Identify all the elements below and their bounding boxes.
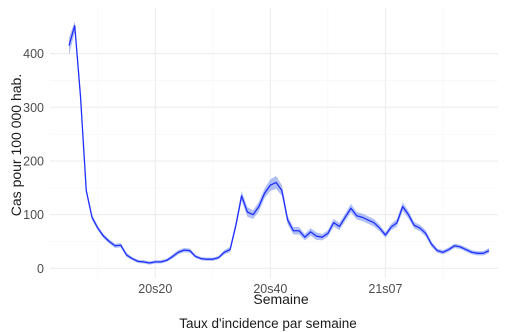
y-tick-label: 200	[23, 154, 44, 168]
data-point	[361, 216, 363, 218]
data-point	[327, 232, 329, 234]
data-point	[488, 249, 490, 251]
data-point	[79, 95, 81, 97]
data-point	[148, 262, 150, 264]
data-point	[292, 230, 294, 232]
confidence-band-layer	[69, 21, 489, 265]
data-point	[85, 189, 87, 191]
data-point	[407, 213, 409, 215]
data-point	[453, 245, 455, 247]
data-point	[154, 261, 156, 263]
y-tick-label: 300	[23, 101, 44, 115]
data-point	[125, 254, 127, 256]
series-line	[68, 25, 490, 264]
data-point	[235, 224, 237, 226]
data-point	[160, 261, 162, 263]
data-point	[183, 249, 185, 251]
data-point	[344, 216, 346, 218]
data-point	[315, 235, 317, 237]
data-point	[189, 249, 191, 251]
data-point	[229, 248, 231, 250]
data-point	[425, 232, 427, 234]
data-point	[171, 255, 173, 257]
y-axis-tick-labels: 0 100 200 300 400	[23, 47, 44, 276]
data-point	[97, 227, 99, 229]
data-point	[482, 252, 484, 254]
grid-lines	[50, 8, 498, 278]
data-point	[396, 222, 398, 224]
data-point	[166, 259, 168, 261]
data-point	[304, 236, 306, 238]
data-point	[74, 25, 76, 27]
x-axis-tick-labels: 20s20 20s40 21s07	[138, 282, 402, 296]
data-point	[223, 251, 225, 253]
y-axis-title: Cas pour 100 000 hab.	[8, 74, 24, 216]
series-line-layer	[68, 25, 490, 264]
data-point	[476, 252, 478, 254]
x-tick-label: 21s07	[368, 282, 402, 296]
confidence-band	[69, 21, 489, 265]
data-point	[269, 184, 271, 186]
chart-caption: Taux d'incidence par semaine	[179, 316, 356, 331]
x-axis-title: Semaine	[253, 291, 308, 307]
data-point	[275, 181, 277, 183]
data-point	[246, 211, 248, 213]
data-point	[373, 222, 375, 224]
data-point	[338, 225, 340, 227]
data-point	[114, 245, 116, 247]
data-point	[413, 224, 415, 226]
data-point	[442, 251, 444, 253]
data-point	[91, 216, 93, 218]
data-point	[131, 257, 133, 259]
data-point	[321, 236, 323, 238]
data-point	[465, 248, 467, 250]
data-point	[217, 256, 219, 258]
data-point	[240, 195, 242, 197]
data-point	[281, 189, 283, 191]
data-point	[258, 205, 260, 207]
x-tick-label: 20s40	[253, 282, 287, 296]
data-point	[332, 222, 334, 224]
data-point	[378, 227, 380, 229]
data-point	[263, 192, 265, 194]
data-point	[206, 258, 208, 260]
data-point	[194, 255, 196, 257]
data-point	[390, 226, 392, 228]
y-tick-label: 0	[37, 262, 44, 276]
y-tick-label: 400	[23, 47, 44, 61]
data-point	[436, 249, 438, 251]
data-point	[384, 234, 386, 236]
data-point	[212, 258, 214, 260]
data-point	[252, 213, 254, 215]
data-point	[471, 251, 473, 253]
data-point	[108, 240, 110, 242]
data-point	[200, 257, 202, 259]
y-tick-label: 100	[23, 208, 44, 222]
data-point	[177, 251, 179, 253]
data-point	[143, 261, 145, 263]
data-point	[448, 248, 450, 250]
data-point	[137, 260, 139, 262]
data-point	[430, 243, 432, 245]
data-point	[459, 246, 461, 248]
data-points	[68, 25, 490, 265]
data-point	[120, 244, 122, 246]
data-point	[355, 215, 357, 217]
data-point	[367, 219, 369, 221]
data-point	[419, 227, 421, 229]
data-point	[298, 230, 300, 232]
data-point	[286, 219, 288, 221]
data-point	[309, 231, 311, 233]
data-point	[68, 44, 70, 46]
x-tick-label: 20s20	[138, 282, 172, 296]
data-point	[102, 235, 104, 237]
data-point	[350, 207, 352, 209]
data-point	[401, 205, 403, 207]
